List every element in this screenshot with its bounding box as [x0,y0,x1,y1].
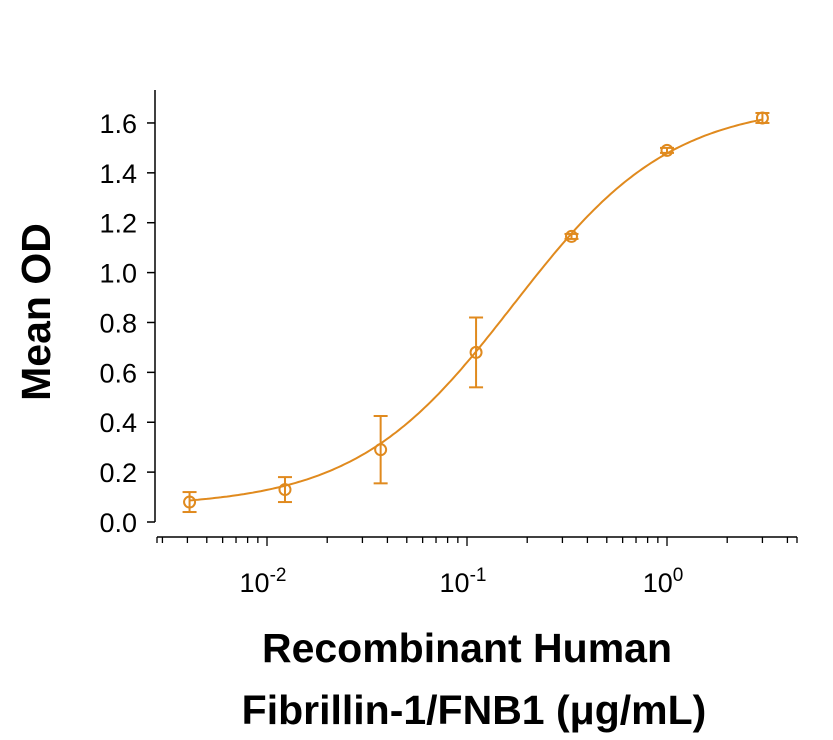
x-tick-label: 10-2 [240,565,287,598]
y-tick-label: 1.4 [99,159,137,189]
y-axis-title: Mean OD [13,223,59,401]
y-tick-label: 1.6 [99,109,137,139]
x-tick-label: 10-1 [440,565,487,598]
data-point [564,229,579,243]
data-point [755,111,770,125]
point-marker [374,443,388,457]
point-marker [183,495,197,509]
y-tick-label: 1.2 [99,209,137,239]
y-tick-label: 0.4 [99,408,137,438]
y-tick-label: 0.6 [99,358,137,388]
data-point [277,476,292,504]
data-points-layer [182,111,770,514]
x-axis-title-line1: Recombinant Human [262,625,672,671]
point-marker [469,345,483,359]
point-marker [660,143,674,157]
x-axis-title-line2: Fibrillin-1/FNB1 (μg/mL) [242,687,707,733]
y-tick-label: 0.8 [99,308,137,338]
data-point [660,143,674,157]
data-point [182,491,197,514]
y-tick-label: 0.2 [99,458,137,488]
axes: 0.0 0.2 0.4 0.6 0.8 1.0 1.2 1.4 1.6 10-2 10-1 100 [99,90,798,598]
point-marker [564,229,578,243]
data-point [373,415,388,485]
fit-curve-layer [189,118,763,502]
y-tick-label: 0.0 [99,508,137,538]
point-marker [755,111,769,125]
fit-curve [189,118,763,502]
point-marker [278,483,292,497]
x-tick-label: 100 [643,565,684,598]
y-tick-label: 1.0 [99,259,137,289]
data-point [469,316,484,389]
